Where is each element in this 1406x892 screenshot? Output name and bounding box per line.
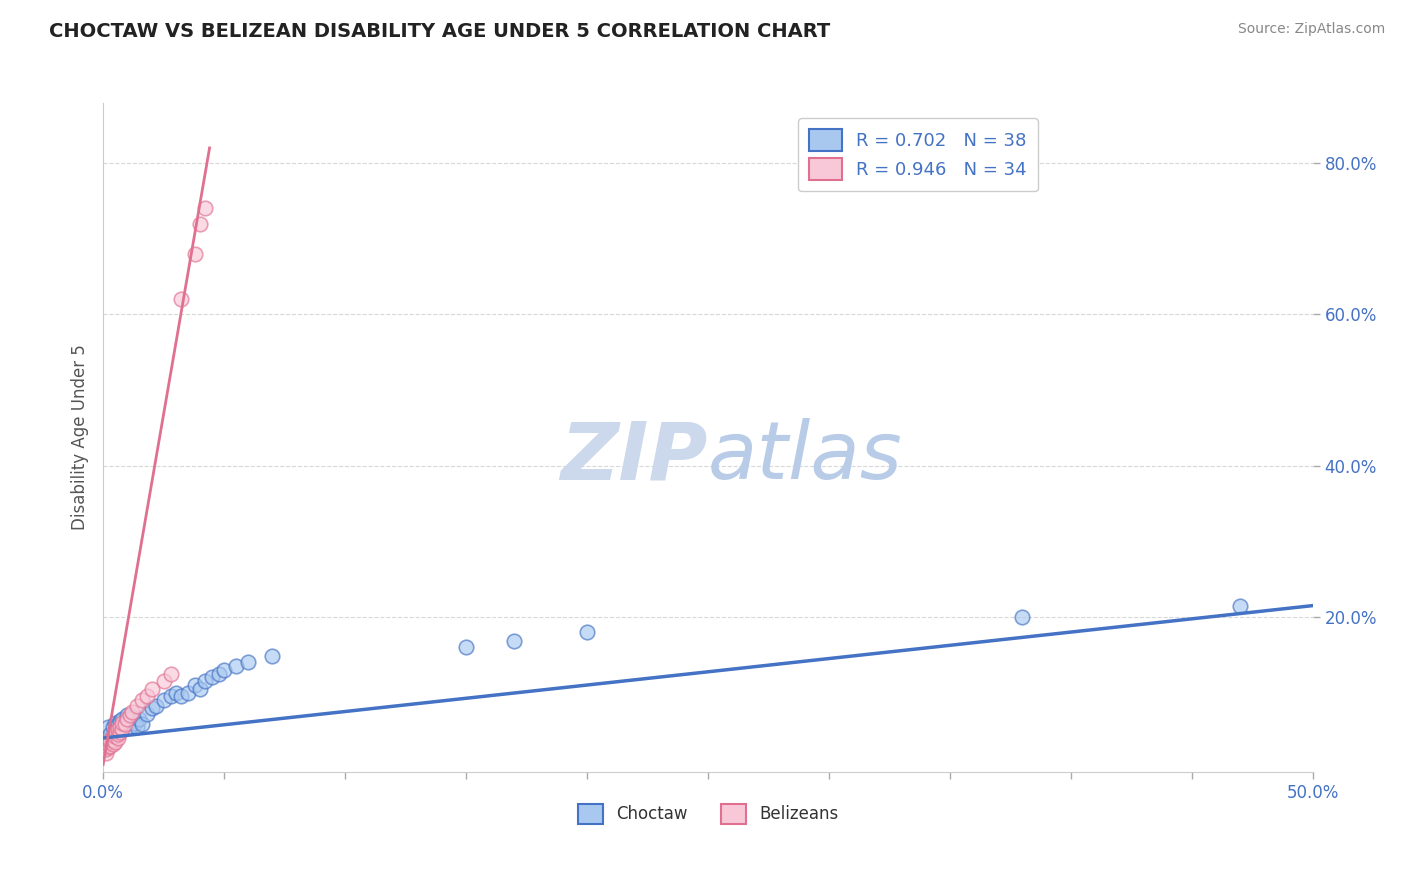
Point bbox=[184, 678, 207, 692]
Point bbox=[188, 681, 211, 696]
Point bbox=[118, 720, 141, 734]
Point bbox=[118, 708, 141, 723]
Point bbox=[100, 739, 122, 753]
Legend: Choctaw, Belizeans: Choctaw, Belizeans bbox=[571, 797, 845, 830]
Point bbox=[135, 706, 157, 721]
Point bbox=[262, 649, 284, 664]
Point bbox=[165, 685, 187, 699]
Point bbox=[169, 292, 191, 306]
Point bbox=[104, 725, 127, 739]
Y-axis label: Disability Age Under 5: Disability Age Under 5 bbox=[72, 344, 89, 530]
Point bbox=[160, 666, 183, 681]
Point bbox=[160, 690, 183, 704]
Point bbox=[225, 659, 247, 673]
Point bbox=[125, 699, 148, 714]
Point bbox=[169, 690, 191, 704]
Point bbox=[135, 690, 157, 704]
Text: atlas: atlas bbox=[707, 418, 903, 496]
Text: Source: ZipAtlas.com: Source: ZipAtlas.com bbox=[1237, 22, 1385, 37]
Point bbox=[111, 722, 134, 736]
Point bbox=[1011, 610, 1033, 624]
Point bbox=[125, 720, 148, 734]
Point bbox=[117, 712, 139, 726]
Point bbox=[141, 700, 163, 714]
Point bbox=[108, 720, 131, 734]
Point bbox=[152, 693, 174, 707]
Point bbox=[117, 708, 139, 723]
Point bbox=[1229, 599, 1251, 613]
Point bbox=[94, 742, 117, 756]
Point bbox=[194, 202, 217, 216]
Point bbox=[107, 722, 129, 736]
Point bbox=[131, 717, 153, 731]
Point bbox=[131, 693, 153, 707]
Point bbox=[111, 712, 134, 726]
Point bbox=[575, 625, 598, 640]
Point bbox=[94, 731, 117, 745]
Point bbox=[503, 634, 526, 648]
Point bbox=[111, 715, 134, 730]
Point bbox=[188, 217, 211, 231]
Point bbox=[208, 666, 231, 681]
Point bbox=[238, 656, 260, 670]
Point bbox=[107, 717, 129, 731]
Point bbox=[121, 710, 143, 724]
Point bbox=[141, 681, 163, 696]
Point bbox=[124, 715, 146, 730]
Point bbox=[94, 746, 117, 760]
Point bbox=[104, 715, 127, 730]
Point bbox=[108, 714, 131, 729]
Point bbox=[177, 685, 200, 699]
Point bbox=[145, 699, 167, 714]
Point bbox=[104, 730, 127, 744]
Point bbox=[100, 732, 122, 747]
Text: CHOCTAW VS BELIZEAN DISABILITY AGE UNDER 5 CORRELATION CHART: CHOCTAW VS BELIZEAN DISABILITY AGE UNDER… bbox=[49, 22, 831, 41]
Point bbox=[101, 732, 124, 747]
Point bbox=[194, 674, 217, 689]
Point bbox=[107, 731, 129, 745]
Point bbox=[101, 737, 124, 751]
Point bbox=[128, 712, 150, 726]
Point bbox=[107, 727, 129, 741]
Point bbox=[152, 674, 174, 689]
Point bbox=[184, 247, 207, 261]
Point bbox=[100, 727, 122, 741]
Point bbox=[201, 671, 224, 685]
Point bbox=[101, 730, 124, 744]
Point bbox=[212, 663, 235, 677]
Point bbox=[114, 717, 136, 731]
Point bbox=[121, 705, 143, 719]
Point bbox=[108, 725, 131, 739]
Point bbox=[114, 715, 136, 730]
Text: ZIP: ZIP bbox=[561, 418, 707, 496]
Point bbox=[101, 720, 124, 734]
Point bbox=[454, 640, 477, 655]
Point bbox=[104, 735, 127, 749]
Point bbox=[97, 720, 120, 734]
Point bbox=[100, 735, 122, 749]
Point bbox=[97, 737, 120, 751]
Point bbox=[97, 740, 120, 755]
